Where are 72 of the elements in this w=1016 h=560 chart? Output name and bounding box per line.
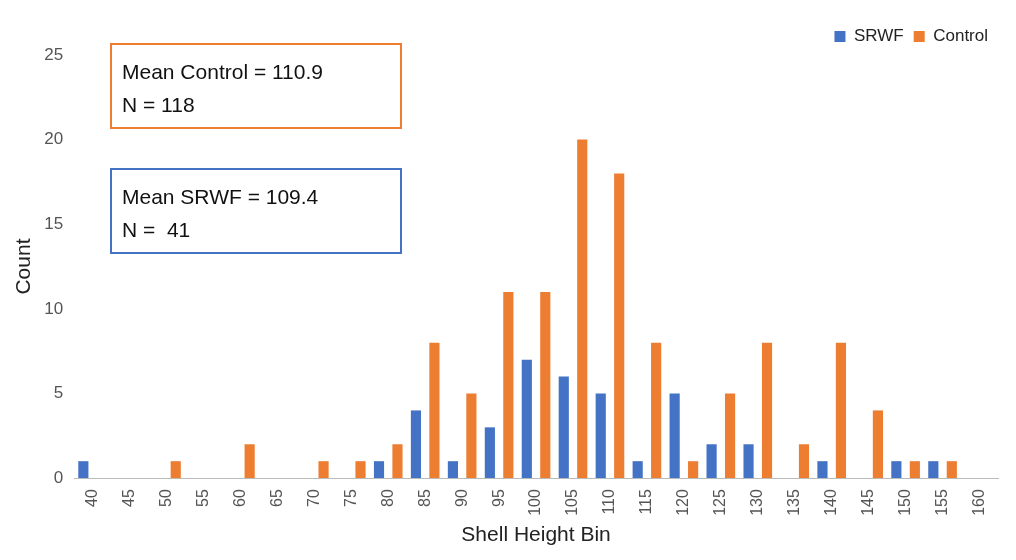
bar xyxy=(761,342,773,479)
bar xyxy=(577,139,588,479)
bar xyxy=(466,393,477,479)
y-tick-label: 5 xyxy=(53,383,64,403)
x-tick-label: 45 xyxy=(119,489,137,507)
bar xyxy=(170,461,181,479)
note-frame: Mean Control = 110.9 N = 118 xyxy=(110,43,402,129)
bar xyxy=(318,461,329,479)
y-tick-label: 0 xyxy=(53,467,64,487)
bar xyxy=(891,461,902,479)
x-tick-label: 85 xyxy=(415,489,433,507)
x-tick-label: 80 xyxy=(378,489,396,507)
x-tick-label: 110 xyxy=(600,489,618,515)
bar xyxy=(706,444,717,479)
bar xyxy=(614,173,625,479)
bar xyxy=(669,393,680,479)
x-tick-label: 135 xyxy=(785,489,803,516)
bar xyxy=(688,461,699,479)
bar xyxy=(835,342,847,479)
x-tick-label: 120 xyxy=(674,489,692,516)
y-axis-title: Count xyxy=(11,238,35,295)
bar xyxy=(558,376,569,479)
x-tick-label: 50 xyxy=(156,489,174,507)
bar xyxy=(410,410,422,479)
bar xyxy=(447,461,458,479)
bar xyxy=(632,461,643,479)
bar xyxy=(595,393,606,479)
x-tick-label: 75 xyxy=(341,489,359,507)
bar xyxy=(724,393,736,479)
x-tick-label: 70 xyxy=(304,489,322,507)
bar xyxy=(928,461,939,479)
x-tick-label: 60 xyxy=(230,489,248,507)
note-frame: Mean SRWF = 109.4 N = 41 xyxy=(110,168,402,254)
x-tick-label: 155 xyxy=(932,489,950,516)
x-tick-label: 105 xyxy=(563,489,581,516)
bar xyxy=(484,427,495,479)
legend-label: Control xyxy=(933,26,989,46)
x-tick-label: 130 xyxy=(748,489,766,516)
x-tick-label: 115 xyxy=(637,489,655,515)
x-tick-label: 65 xyxy=(267,489,285,507)
legend-label: SRWF xyxy=(853,26,904,46)
x-tick-label: 140 xyxy=(822,489,840,516)
bar xyxy=(743,444,754,479)
x-tick-label: 160 xyxy=(969,489,987,516)
bar xyxy=(244,444,255,479)
bar xyxy=(909,461,920,479)
bar xyxy=(373,461,385,479)
x-tick-label: 150 xyxy=(896,489,914,516)
x-tick-label: 40 xyxy=(82,489,100,507)
bar xyxy=(540,291,551,479)
x-tick-label: 90 xyxy=(452,489,470,507)
x-tick-label: 145 xyxy=(859,489,877,516)
bar xyxy=(355,461,366,479)
x-tick-label: 95 xyxy=(489,489,507,507)
x-tick-label: 125 xyxy=(711,489,729,516)
bar xyxy=(78,461,89,479)
y-tick-label: 25 xyxy=(44,44,64,64)
y-tick-label: 20 xyxy=(44,129,64,149)
bar xyxy=(651,342,662,479)
bar xyxy=(503,291,514,479)
y-tick-label: 10 xyxy=(44,298,64,318)
bar xyxy=(817,461,828,479)
bar xyxy=(872,410,883,479)
bar xyxy=(798,444,810,479)
x-tick-label: 100 xyxy=(526,489,544,516)
x-axis-title: Shell Height Bin xyxy=(461,522,611,546)
bar xyxy=(521,359,532,479)
bar xyxy=(946,461,957,479)
y-tick-label: 15 xyxy=(44,213,64,233)
bar xyxy=(392,444,403,479)
bar xyxy=(429,342,440,479)
x-tick-label: 55 xyxy=(193,489,211,507)
